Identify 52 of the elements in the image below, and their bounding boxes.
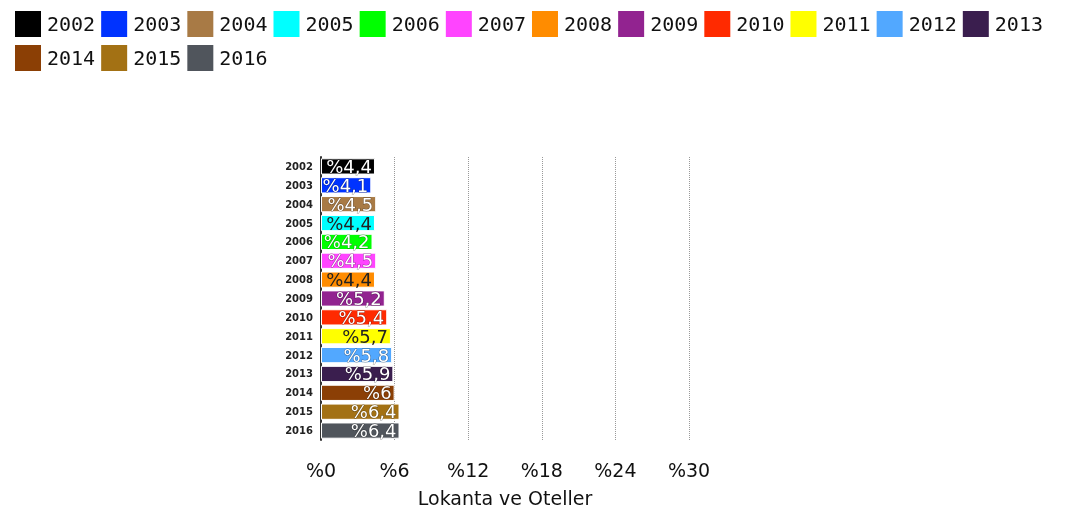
y-tick-label: 2015 [285, 406, 314, 418]
x-tick-label: %18 [520, 458, 563, 481]
y-tick-label: 2014 [285, 387, 314, 399]
legend-label: 2005 [305, 12, 354, 36]
legend-label: 2009 [650, 12, 699, 36]
legend-label: 2003 [133, 12, 182, 36]
legend-label: 2011 [822, 12, 871, 36]
x-tick-label: %24 [594, 458, 637, 481]
y-tick-label: 2003 [285, 179, 314, 191]
legend-label: 2007 [477, 12, 526, 36]
y-tick-label: 2013 [285, 368, 314, 380]
data-label: %5,8 [343, 344, 390, 366]
y-tick-label: 2010 [285, 311, 314, 323]
y-tick-label: 2012 [285, 349, 314, 361]
x-tick-label: %12 [447, 458, 490, 481]
x-tick-label: %6 [379, 458, 410, 481]
y-tick-label: 2007 [285, 255, 314, 267]
data-label: %6,4 [350, 420, 397, 442]
legend-label: 2012 [908, 12, 957, 36]
data-label: %4,5 [327, 250, 374, 272]
y-tick-label: 2008 [285, 274, 314, 286]
data-label: %4,4 [326, 155, 372, 177]
legend-label: 2004 [219, 12, 268, 36]
y-tick-label: 2006 [285, 236, 314, 248]
y-tick-label: 2005 [285, 217, 314, 229]
data-label: %4,1 [322, 174, 369, 196]
y-tick-label: 2004 [285, 198, 314, 210]
data-label: %4,5 [327, 193, 374, 215]
legend-label: 2014 [47, 46, 96, 70]
legend-label: 2006 [391, 12, 440, 36]
data-label: %6,4 [350, 401, 397, 423]
data-label: %5,9 [344, 363, 391, 385]
data-label: %4,2 [323, 231, 370, 253]
x-axis-title: Lokanta ve Oteller [417, 486, 593, 509]
y-tick-label: 2009 [285, 293, 314, 304]
data-label: %6 [363, 382, 392, 404]
x-tick-label: %30 [667, 458, 711, 481]
legend-label: 2013 [994, 12, 1043, 36]
y-tick-label: 2016 [285, 425, 314, 437]
data-label: %4,4 [326, 212, 372, 234]
y-tick-label: 2011 [285, 330, 314, 342]
legend-label: 2008 [563, 12, 613, 36]
data-label: %5,2 [336, 288, 382, 309]
legend-label: 2015 [133, 46, 182, 70]
data-label: %4,4 [326, 269, 372, 291]
legend-label: 2010 [736, 12, 785, 36]
x-tick-label: %0 [305, 458, 337, 481]
legend-label: 2002 [47, 12, 96, 36]
legend-label: 2016 [219, 46, 268, 70]
y-tick-label: 2002 [285, 160, 314, 172]
data-label: %5,7 [342, 325, 388, 347]
data-label: %5,4 [338, 306, 385, 328]
